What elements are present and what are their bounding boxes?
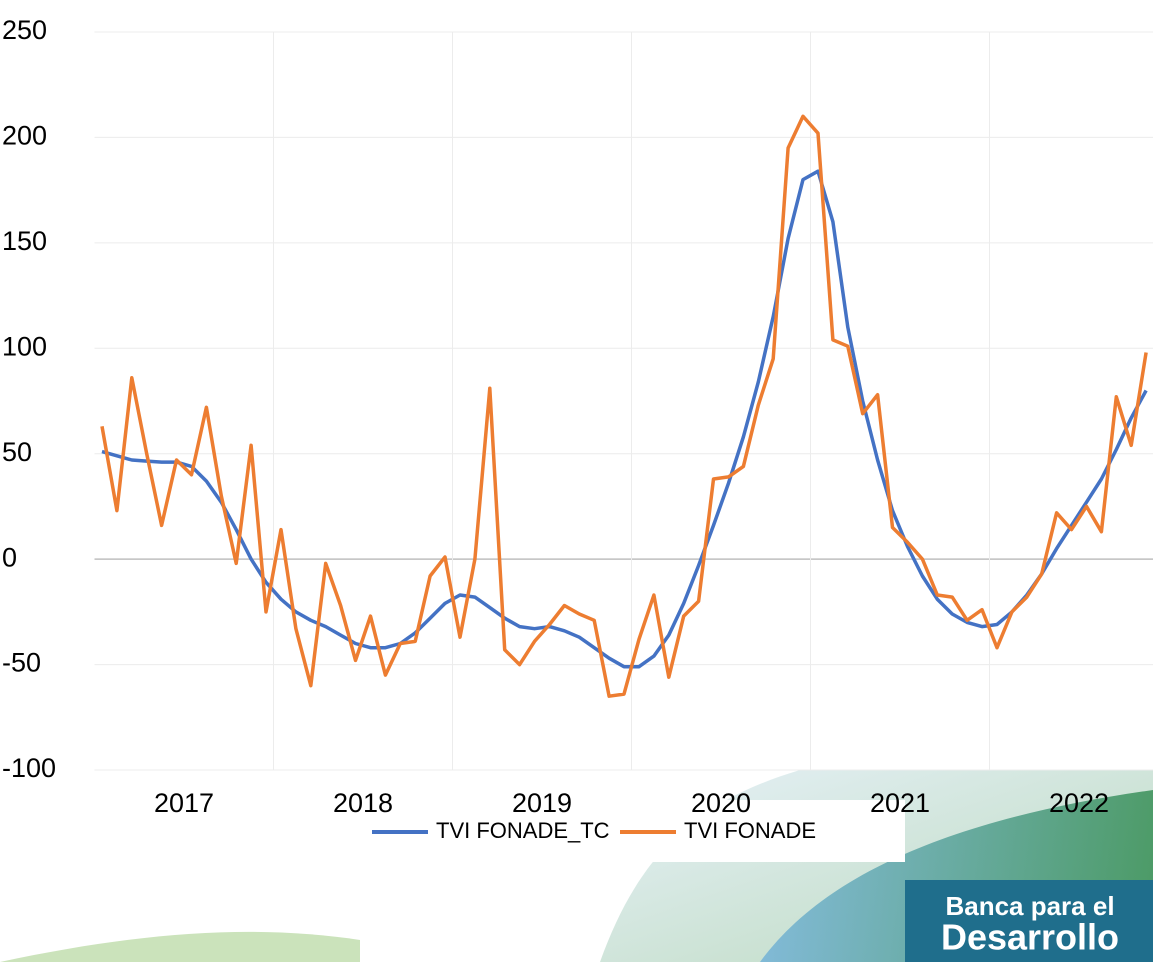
y-tick-label: -100 <box>2 753 56 783</box>
legend-label: TVI FONADE <box>684 818 816 843</box>
y-tick-label: 100 <box>2 331 47 361</box>
x-tick-label: 2017 <box>154 788 214 818</box>
page: {"chart_data": {"type": "line", "year_la… <box>0 0 1153 967</box>
x-tick-label: 2020 <box>691 788 751 818</box>
x-tick-label: 2021 <box>870 788 930 818</box>
y-tick-label: 50 <box>2 437 32 467</box>
y-tick-label: 200 <box>2 121 47 151</box>
brand-line-2: Desarrollo <box>941 917 1119 958</box>
y-tick-label: 0 <box>2 542 17 572</box>
y-tick-label: 250 <box>2 15 47 45</box>
x-tick-label: 2018 <box>333 788 393 818</box>
x-tick-label: 2019 <box>512 788 572 818</box>
x-tick-label: 2022 <box>1049 788 1109 818</box>
legend-label: TVI FONADE_TC <box>436 818 610 843</box>
chart: Banca para el Desarrollo -100-5005010015… <box>0 0 1153 962</box>
y-tick-label: 150 <box>2 226 47 256</box>
y-tick-label: -50 <box>2 648 41 678</box>
